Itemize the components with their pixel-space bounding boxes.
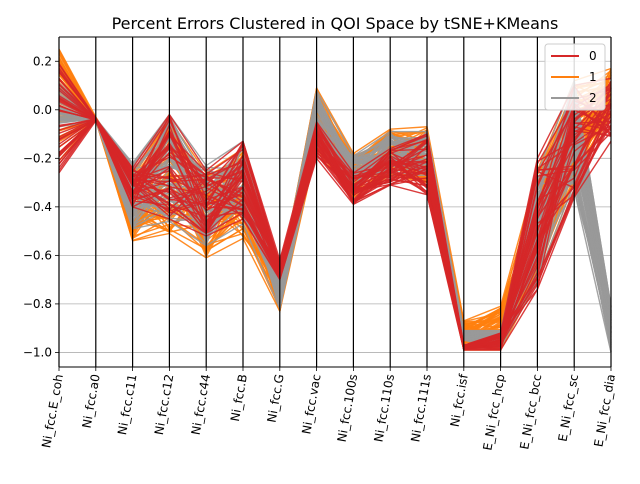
series-line <box>58 102 612 351</box>
legend-label: 0 <box>589 49 597 63</box>
y-tick-label: −0.4 <box>23 200 52 214</box>
y-tick-label: −0.8 <box>23 297 52 311</box>
legend-label: 2 <box>589 91 597 105</box>
y-tick-label: 0.0 <box>33 103 52 117</box>
legend: 0 1 2 <box>544 43 606 111</box>
chart-title: Percent Errors Clustered in QOI Space by… <box>112 14 559 33</box>
series-line <box>58 89 612 349</box>
y-tick-label: −0.2 <box>23 151 52 165</box>
series-line <box>58 83 612 350</box>
y-tick-label: 0.2 <box>33 54 52 68</box>
axis-lines <box>58 36 612 368</box>
series-0 <box>58 63 612 351</box>
series-line <box>58 109 612 346</box>
series-line <box>58 119 612 351</box>
legend-label: 1 <box>589 70 597 84</box>
y-tick-label: −0.6 <box>23 248 52 262</box>
series-line <box>58 48 612 322</box>
series-lines <box>58 48 612 353</box>
series-line <box>58 87 612 349</box>
series-line <box>58 83 612 348</box>
series-line <box>58 97 612 348</box>
series-line <box>58 63 612 347</box>
y-tick-label: −1.0 <box>23 345 52 359</box>
